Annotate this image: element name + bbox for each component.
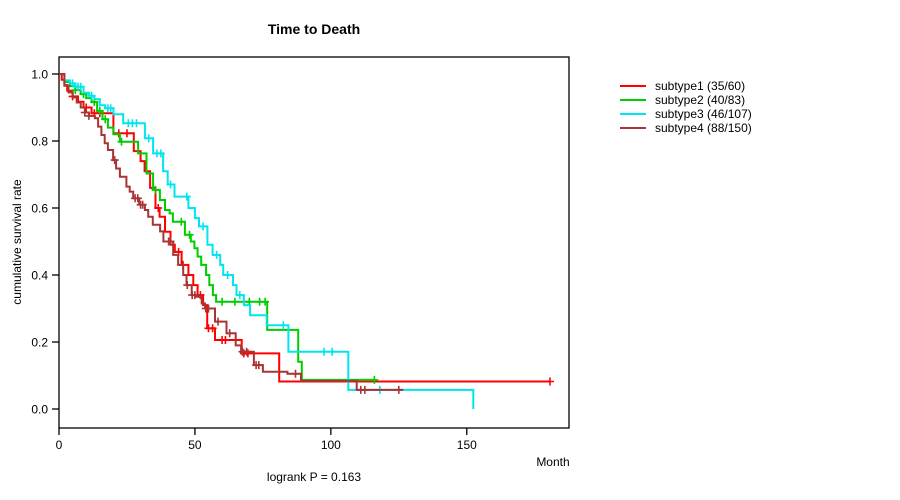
chart-title: Time to Death [267, 21, 361, 37]
censor-mark-subtype1 [154, 204, 163, 212]
censor-mark-subtype3 [182, 192, 191, 201]
x-tick-label: 50 [188, 438, 202, 452]
legend-line-swatch-subtype3 [620, 113, 646, 115]
plot-box [58, 56, 570, 429]
y-tick-label: 0.2 [31, 336, 48, 350]
censor-mark-subtype2 [261, 297, 270, 306]
censor-mark-subtype1 [243, 349, 252, 358]
x-tick-label: 100 [321, 438, 341, 452]
logrank-annotation: logrank P = 0.163 [266, 470, 362, 484]
censor-mark-subtype2 [101, 115, 110, 124]
survival-curve-subtype2 [59, 73, 376, 381]
censor-mark-subtype3 [68, 79, 77, 88]
censor-mark-subtype2 [185, 230, 194, 239]
y-tick-label: 0.8 [31, 135, 48, 149]
censor-mark-subtype2 [117, 137, 126, 146]
legend-item-subtype4: subtype4 (88/150) [620, 121, 752, 135]
censor-mark-subtype1 [546, 377, 554, 386]
censor-mark-subtype3 [320, 347, 329, 356]
censor-mark-subtype4 [254, 361, 263, 370]
x-axis-label: Month [536, 455, 570, 469]
y-tick-label: 1.0 [31, 68, 48, 82]
censor-mark-subtype3 [328, 347, 337, 356]
censor-mark-subtype4 [138, 200, 147, 209]
censor-mark-subtype4 [84, 111, 93, 120]
censor-mark-subtype3 [279, 321, 288, 330]
legend-label-subtype4: subtype4 (88/150) [655, 121, 752, 135]
censor-mark-subtype2 [177, 217, 186, 226]
censor-mark-subtype2 [95, 106, 104, 115]
legend-item-subtype1: subtype1 (35/60) [620, 79, 752, 93]
censor-mark-subtype4 [204, 304, 213, 313]
censor-mark-subtype4 [166, 237, 175, 246]
censor-mark-subtype3 [212, 250, 221, 259]
censor-mark-subtype4 [214, 317, 222, 326]
censor-mark-subtype4 [80, 108, 89, 117]
legend-line-swatch-subtype4 [620, 127, 646, 129]
censor-mark-subtype3 [199, 222, 208, 231]
y-tick-label: 0.6 [31, 202, 48, 216]
censor-mark-subtype4 [133, 194, 142, 203]
legend: subtype1 (35/60) subtype2 (40/83) subtype3… [620, 79, 752, 135]
censor-mark-subtype3 [223, 271, 232, 279]
legend-label-subtype2: subtype2 (40/83) [655, 93, 746, 107]
legend-label-subtype1: subtype1 (35/60) [655, 79, 746, 93]
censor-mark-subtype2 [218, 297, 227, 306]
legend-label-subtype3: subtype3 (46/107) [655, 107, 752, 121]
censor-mark-subtype3 [166, 180, 175, 189]
censor-mark-subtype3 [76, 82, 85, 91]
legend-item-subtype2: subtype2 (40/83) [620, 93, 752, 107]
censor-mark-subtype3 [156, 149, 165, 158]
censor-mark-subtype3 [132, 119, 141, 128]
censor-mark-subtype2 [230, 297, 239, 306]
censor-mark-subtype1 [221, 336, 230, 344]
censor-mark-subtype4 [110, 156, 119, 165]
censor-mark-subtype1 [123, 129, 131, 138]
y-tick-label: 0.4 [31, 269, 48, 283]
censor-mark-subtype3 [144, 134, 153, 143]
censor-mark-subtype4 [190, 291, 199, 300]
censor-mark-subtype4 [291, 369, 300, 378]
censor-mark-subtype2 [370, 375, 379, 384]
censor-mark-subtype3 [106, 104, 115, 113]
legend-line-swatch-subtype1 [620, 85, 646, 87]
censor-mark-subtype4 [242, 347, 251, 356]
legend-item-subtype3: subtype3 (46/107) [620, 107, 752, 121]
censor-mark-subtype4 [394, 385, 403, 394]
y-tick-label: 0.0 [31, 403, 48, 417]
censor-mark-subtype4 [225, 329, 234, 338]
censor-mark-subtype3 [87, 91, 96, 100]
survival-curve-subtype4 [59, 73, 404, 391]
survival-curve-subtype3 [59, 73, 475, 409]
x-tick-label: 0 [56, 438, 63, 452]
censor-mark-subtype3 [235, 291, 244, 300]
censor-mark-subtype2 [151, 185, 160, 194]
censor-mark-subtype4 [183, 281, 192, 290]
censor-mark-subtype1 [208, 324, 217, 333]
legend-line-swatch-subtype2 [620, 99, 646, 101]
x-tick-label: 150 [457, 438, 477, 452]
censor-mark-subtype4 [360, 385, 369, 394]
